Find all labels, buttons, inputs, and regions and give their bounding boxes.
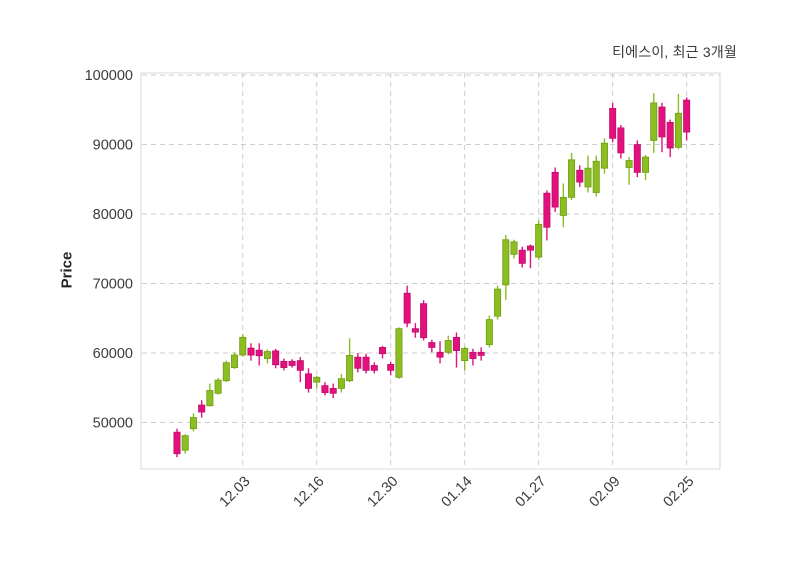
down-candle-body bbox=[543, 192, 551, 228]
down-candle-body bbox=[378, 347, 386, 355]
up-candle-body bbox=[502, 239, 510, 286]
down-candle-body bbox=[477, 351, 485, 356]
up-candle-body bbox=[214, 379, 222, 394]
down-candle-body bbox=[683, 99, 691, 133]
down-candle-body bbox=[321, 385, 329, 393]
down-candle-body bbox=[526, 245, 534, 251]
up-candle-body bbox=[510, 241, 518, 255]
up-candle-body bbox=[592, 160, 600, 193]
down-candle-body bbox=[296, 360, 304, 371]
down-candle-body bbox=[420, 303, 428, 339]
up-candle-body bbox=[535, 224, 543, 258]
x-tick-label: 02.25 bbox=[660, 474, 697, 511]
up-candle-body bbox=[313, 376, 321, 383]
down-candle-body bbox=[288, 360, 296, 366]
up-candle-body bbox=[181, 435, 189, 451]
up-candle-body bbox=[650, 102, 658, 141]
up-candle-body bbox=[674, 112, 682, 148]
down-candle-body bbox=[633, 144, 641, 173]
down-candle-body bbox=[198, 404, 206, 413]
down-candle-body bbox=[428, 342, 436, 348]
x-tick-label: 01.14 bbox=[439, 474, 476, 511]
down-candle-body bbox=[354, 356, 362, 369]
down-candle-body bbox=[452, 336, 460, 351]
up-candle-body bbox=[189, 417, 197, 430]
down-candle-body bbox=[280, 360, 288, 368]
up-candle-body bbox=[584, 167, 592, 188]
down-candle-body bbox=[551, 171, 559, 208]
down-candle-body bbox=[255, 349, 263, 357]
up-candle-body bbox=[600, 142, 608, 169]
down-candle-body bbox=[272, 350, 280, 366]
up-candle-body bbox=[559, 196, 567, 216]
up-candle-body bbox=[568, 159, 576, 198]
down-candle-body bbox=[666, 121, 674, 149]
down-candle-body bbox=[173, 431, 181, 455]
up-candle-body bbox=[206, 390, 214, 407]
down-candle-body bbox=[518, 249, 526, 264]
up-candle-body bbox=[625, 160, 633, 168]
x-tick-label: 12.16 bbox=[291, 474, 328, 511]
plot-border bbox=[140, 72, 721, 470]
up-candle-body bbox=[263, 351, 271, 359]
down-candle-body bbox=[370, 365, 378, 371]
down-candle-body bbox=[576, 169, 584, 183]
y-tick-label: 100000 bbox=[85, 68, 133, 84]
up-candle-body bbox=[239, 336, 247, 356]
up-candle-body bbox=[444, 340, 452, 353]
down-candle-body bbox=[658, 106, 666, 138]
up-candle-body bbox=[346, 355, 354, 382]
down-candle-body bbox=[403, 292, 411, 324]
up-candle-body bbox=[494, 288, 502, 317]
down-candle-body bbox=[329, 388, 337, 394]
x-tick-label: 12.30 bbox=[365, 474, 402, 511]
y-tick-label: 60000 bbox=[93, 346, 133, 362]
y-tick-label: 90000 bbox=[93, 137, 133, 153]
y-tick-label: 50000 bbox=[93, 415, 133, 431]
y-tick-label: 80000 bbox=[93, 207, 133, 223]
down-candle-body bbox=[609, 108, 617, 139]
down-candle-body bbox=[469, 351, 477, 359]
down-candle-body bbox=[387, 364, 395, 371]
x-tick-label: 02.09 bbox=[587, 474, 624, 511]
down-candle-body bbox=[411, 328, 419, 333]
down-candle-body bbox=[617, 127, 625, 154]
chart-title: 티에스이, 최근 3개월 bbox=[612, 44, 737, 60]
up-candle-body bbox=[222, 362, 230, 382]
up-candle-body bbox=[395, 328, 403, 378]
up-candle-body bbox=[337, 378, 345, 389]
up-candle-body bbox=[461, 348, 469, 362]
up-candle-body bbox=[485, 319, 493, 346]
down-candle-body bbox=[362, 356, 370, 371]
down-candle-body bbox=[305, 373, 313, 389]
up-candle-body bbox=[642, 156, 650, 173]
down-candle-body bbox=[436, 351, 444, 358]
x-tick-label: 01.27 bbox=[513, 474, 550, 511]
x-tick-label: 12.03 bbox=[217, 474, 254, 511]
up-candle-body bbox=[231, 354, 239, 368]
down-candle-body bbox=[247, 347, 255, 356]
y-tick-label: 70000 bbox=[93, 276, 133, 292]
